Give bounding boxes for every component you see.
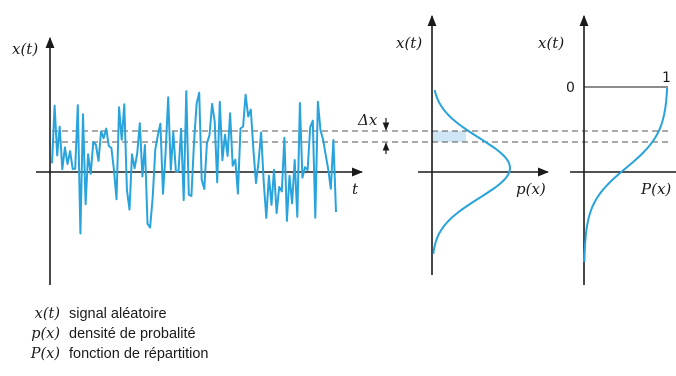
legend-text: densité de probalité xyxy=(69,326,196,342)
legend-text: signal aléatoire xyxy=(69,306,167,322)
distribution-y-label: x(t) xyxy=(538,34,564,52)
density-y-label: x(t) xyxy=(396,34,422,52)
legend-text: fonction de répartition xyxy=(69,346,209,362)
figure-canvas: x(t) t Δx x(t) p(x) x(t) P(x) 0 1 xyxy=(12,14,676,285)
legend-symbol: p(x) xyxy=(31,326,60,342)
legend-item: x(t) signal aléatoire xyxy=(14,304,208,324)
legend-item: p(x) densité de probalité xyxy=(14,324,208,344)
distribution-x-label: P(x) xyxy=(640,180,671,198)
legend-item: P(x) fonction de répartition xyxy=(14,344,209,364)
random-signal-curve xyxy=(51,90,337,235)
legend-symbol: P(x) xyxy=(30,346,60,362)
legend: x(t) signal aléatoire p(x) densité de prob… xyxy=(14,304,209,364)
legend-symbol: x(t) xyxy=(34,306,60,322)
signal-x-label: t xyxy=(352,180,359,198)
density-curve xyxy=(432,89,512,255)
distribution-tick-zero: 0 xyxy=(566,80,575,96)
probability-band xyxy=(432,131,466,142)
delta-x-label: Δx xyxy=(357,111,378,129)
density-x-label: p(x) xyxy=(516,180,546,198)
signal-y-label: x(t) xyxy=(12,40,38,58)
distribution-tick-one: 1 xyxy=(662,70,671,86)
distribution-curve xyxy=(583,87,669,263)
